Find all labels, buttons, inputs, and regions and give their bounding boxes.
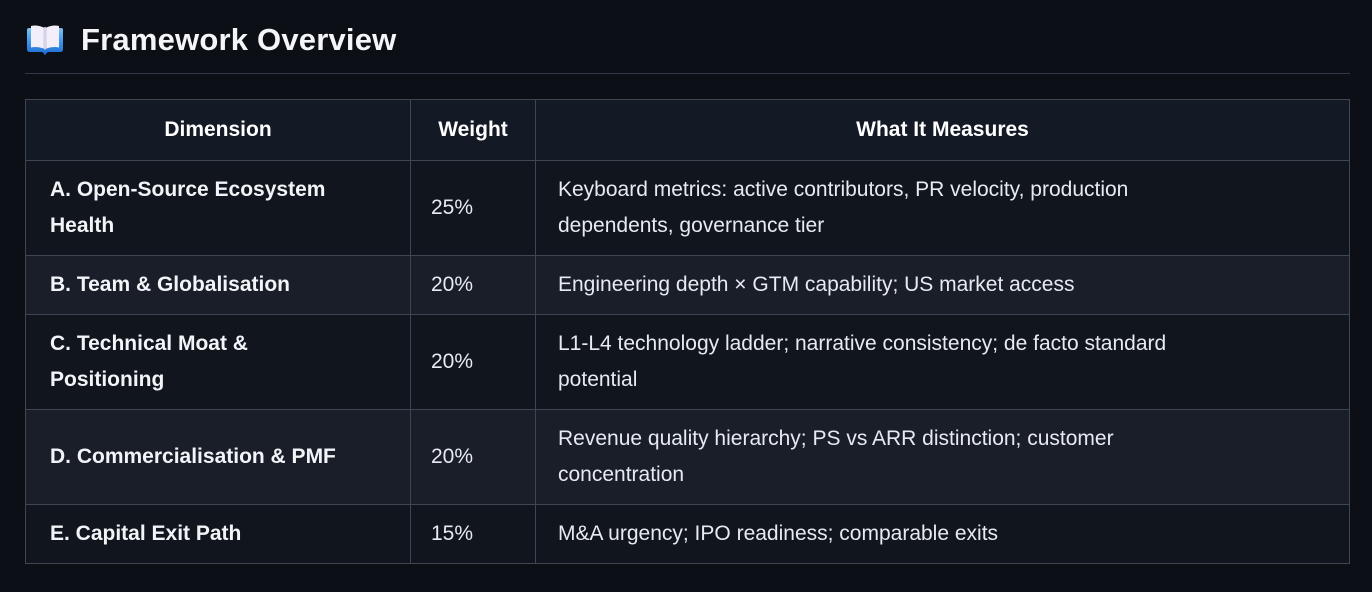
column-header-measures: What It Measures [535, 99, 1350, 161]
table-body: A. Open-Source Ecosystem Health 25% Keyb… [25, 160, 1350, 564]
table-header: Dimension Weight What It Measures [25, 99, 1350, 161]
dimension-cell: A. Open-Source Ecosystem Health [25, 160, 411, 256]
column-header-dimension: Dimension [25, 99, 411, 161]
column-header-weight: Weight [410, 99, 536, 161]
title-divider [25, 73, 1350, 74]
dimension-cell: B. Team & Globalisation [25, 255, 411, 315]
table-row: C. Technical Moat & Positioning 20% L1-L… [25, 314, 1350, 410]
weight-cell: 20% [410, 255, 536, 315]
weight-cell: 20% [410, 409, 536, 505]
dimension-cell: D. Commercialisation & PMF [25, 409, 411, 505]
table-row: B. Team & Globalisation 20% Engineering … [25, 255, 1350, 315]
measures-cell: L1-L4 technology ladder; narrative consi… [535, 314, 1350, 410]
measures-cell: Revenue quality hierarchy; PS vs ARR dis… [535, 409, 1350, 505]
weight-cell: 25% [410, 160, 536, 256]
dimension-cell: C. Technical Moat & Positioning [25, 314, 411, 410]
table-row: A. Open-Source Ecosystem Health 25% Keyb… [25, 160, 1350, 256]
framework-overview-table: Dimension Weight What It Measures A. Ope… [25, 99, 1350, 564]
header-row: Dimension Weight What It Measures [25, 99, 1350, 161]
measures-cell: Keyboard metrics: active contributors, P… [535, 160, 1350, 256]
measures-cell: M&A urgency; IPO readiness; comparable e… [535, 504, 1350, 564]
page-header: Framework Overview [25, 18, 1350, 58]
dimension-cell: E. Capital Exit Path [25, 504, 411, 564]
weight-cell: 15% [410, 504, 536, 564]
weight-cell: 20% [410, 314, 536, 410]
open-book-icon [27, 25, 63, 56]
table-row: E. Capital Exit Path 15% M&A urgency; IP… [25, 504, 1350, 564]
measures-cell: Engineering depth × GTM capability; US m… [535, 255, 1350, 315]
page-title: Framework Overview [81, 22, 397, 57]
table-row: D. Commercialisation & PMF 20% Revenue q… [25, 409, 1350, 505]
